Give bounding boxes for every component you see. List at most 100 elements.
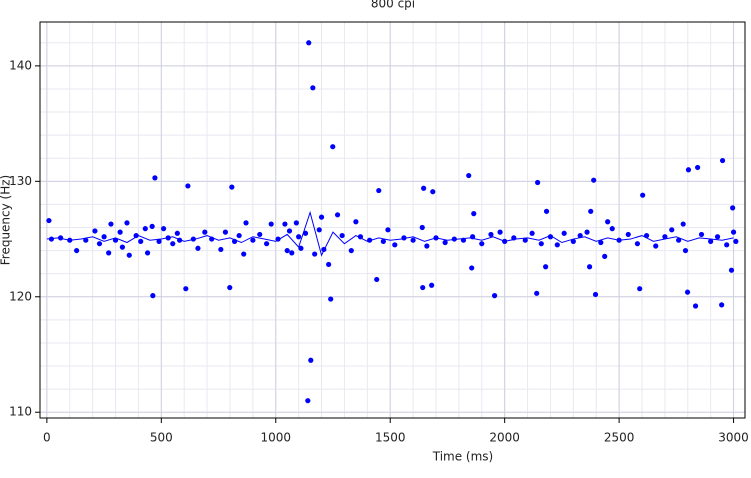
x-tick-label: 500 [150, 431, 173, 445]
data-point [719, 157, 726, 164]
data-point [592, 291, 599, 298]
data-point [535, 179, 541, 186]
data-point [334, 212, 341, 218]
data-point [170, 241, 176, 247]
data-point [106, 250, 112, 256]
plot-frame [39, 21, 746, 419]
data-line [46, 210, 734, 257]
y-axis-label: Frequency (Hz) [0, 175, 13, 266]
x-tick-label: 0 [43, 431, 51, 445]
data-point [328, 296, 334, 302]
data-point [296, 234, 302, 240]
data-point [591, 177, 597, 183]
data-point [586, 264, 593, 270]
data-point [236, 232, 242, 239]
data-point [543, 264, 549, 270]
data-point [227, 284, 233, 291]
data-point [185, 183, 191, 189]
data-point [298, 245, 304, 251]
data-point [286, 228, 293, 234]
data-point [257, 231, 263, 238]
data-point [698, 231, 705, 238]
x-tick-label: 2000 [489, 431, 520, 445]
data-point [149, 223, 155, 229]
data-point [429, 282, 435, 288]
data-point [156, 238, 162, 244]
data-point [730, 205, 736, 211]
data-point [218, 246, 224, 253]
data-point [561, 230, 567, 236]
x-axis-label: Time (ms) [432, 450, 494, 464]
data-point [229, 184, 235, 190]
data-point [708, 238, 714, 244]
data-point [685, 167, 692, 173]
data-point [479, 241, 485, 247]
data-point [380, 238, 386, 244]
data-point [653, 243, 659, 249]
data-point [676, 237, 682, 243]
data-point [348, 247, 354, 254]
data-point [534, 290, 540, 296]
data-point [126, 252, 132, 258]
data-point [339, 232, 345, 239]
data-point [161, 226, 167, 232]
data-point [625, 231, 631, 238]
data-point [117, 229, 123, 235]
data-point [529, 230, 535, 236]
data-point [692, 303, 699, 309]
data-point [392, 242, 398, 248]
data-point [662, 234, 668, 240]
data-point [202, 229, 208, 235]
data-point [471, 211, 477, 217]
data-point [430, 189, 436, 195]
data-point [330, 144, 336, 150]
data-point [684, 289, 691, 295]
data-point [243, 220, 249, 226]
data-point [306, 40, 312, 46]
x-tick-label: 1500 [375, 431, 406, 445]
data-point [174, 230, 180, 236]
data-point [183, 286, 189, 292]
data-point [312, 251, 318, 257]
data-point [74, 247, 80, 254]
data-point [264, 241, 270, 247]
data-point [680, 221, 686, 227]
data-point [634, 241, 641, 247]
data-point [547, 234, 554, 240]
data-point [138, 238, 144, 244]
data-point [385, 227, 391, 233]
data-point [695, 164, 701, 171]
data-point [728, 267, 735, 273]
data-point [376, 187, 382, 194]
data-point [310, 85, 316, 91]
data-point [92, 228, 98, 234]
data-point [150, 293, 156, 299]
data-point [584, 229, 590, 235]
data-point [719, 302, 725, 308]
y-tick-label: 120 [9, 289, 32, 303]
data-point [250, 237, 256, 243]
data-point [305, 398, 311, 404]
data-point [124, 220, 130, 226]
data-point [577, 232, 583, 239]
data-point [268, 221, 274, 227]
data-point [724, 242, 730, 248]
data-point [142, 226, 148, 232]
data-point [96, 241, 103, 247]
data-point [640, 192, 646, 198]
data-point [133, 232, 139, 239]
data-point [410, 237, 416, 243]
data-point [282, 221, 288, 227]
data-point [669, 227, 675, 233]
data-point [469, 265, 475, 271]
data-point [598, 239, 604, 246]
data-point [538, 241, 544, 247]
data-point [152, 175, 158, 181]
data-point [289, 250, 295, 256]
data-point [442, 239, 448, 246]
data-point [308, 357, 314, 363]
data-point [326, 261, 332, 268]
data-point [293, 220, 299, 226]
data-point [108, 221, 114, 227]
